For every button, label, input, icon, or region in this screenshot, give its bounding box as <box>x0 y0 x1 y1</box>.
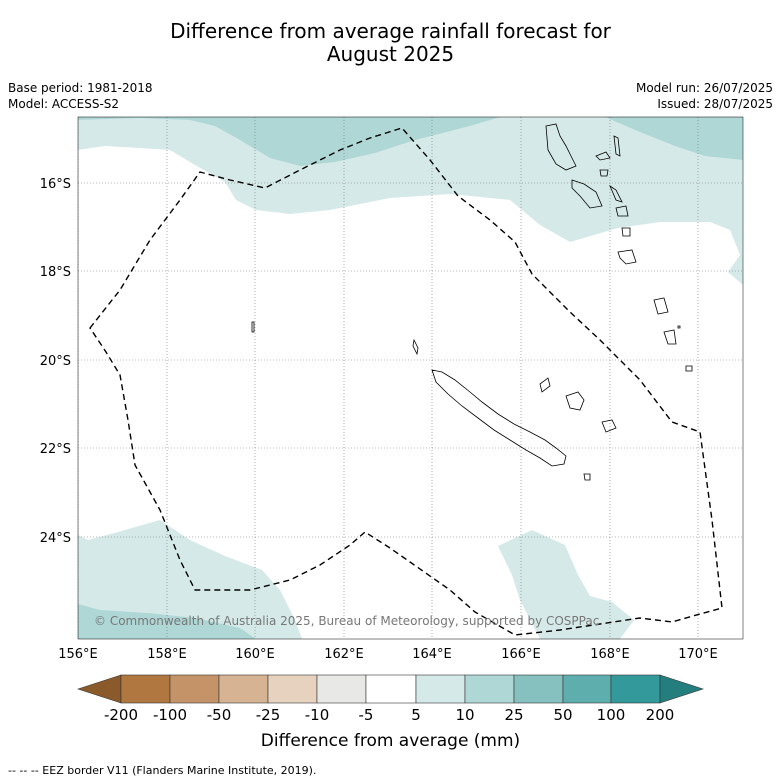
colorbar-swatch-5 <box>316 674 367 704</box>
ambae-island <box>595 151 611 161</box>
colorbar-swatch-9 <box>513 674 564 704</box>
title-line-2: August 2025 <box>326 42 455 66</box>
colorbar-label: 200 <box>645 706 675 724</box>
colorbar-swatch-11 <box>610 674 661 704</box>
colorbar-label: -5 <box>358 706 374 724</box>
lon-label-156e: 156°E <box>58 647 98 662</box>
base-period: Base period: 1981-2018 <box>8 81 153 95</box>
malekula-island <box>571 179 603 209</box>
lon-label-168e: 168°E <box>590 647 630 662</box>
colorbar-swatch-low-extend <box>77 674 122 704</box>
lat-label-18s: 18°S <box>40 265 71 280</box>
belep-island <box>412 338 419 356</box>
colorbar-title: Difference from average (mm) <box>260 731 521 751</box>
isle-of-pines <box>583 473 591 481</box>
colorbar-label: 25 <box>504 706 524 724</box>
new-caledonia-island <box>431 369 567 467</box>
colorbar-swatch-2 <box>169 674 220 704</box>
anomaly-region-north <box>78 117 743 285</box>
anomaly-region-south <box>498 530 634 639</box>
colorbar <box>77 674 704 704</box>
colorbar-label: -25 <box>255 706 281 724</box>
pentecost-island <box>609 184 623 203</box>
colorbar-swatch-3 <box>218 674 269 704</box>
issued-date: Issued: 28/07/2025 <box>657 97 773 111</box>
lifou-island <box>565 391 585 411</box>
model-run: Model run: 26/07/2025 <box>635 81 773 95</box>
lon-label-158e: 158°E <box>147 647 187 662</box>
small-island-2 <box>663 329 677 345</box>
map-frame <box>77 116 744 640</box>
colorbar-swatch-8 <box>464 674 515 704</box>
small-island-4 <box>677 325 681 329</box>
colorbar-label: 10 <box>455 706 475 724</box>
colorbar-swatch-4 <box>267 674 318 704</box>
colorbar-label: -200 <box>103 706 139 724</box>
colorbar-swatch-1 <box>120 674 171 704</box>
colorbar-swatch-10 <box>562 674 612 704</box>
efate-island <box>615 205 629 217</box>
anomaly-region-northeast-strong <box>605 117 743 160</box>
colorbar-swatch-6 <box>365 674 417 704</box>
lon-label-166e: 166°E <box>501 647 541 662</box>
erromango-island <box>621 227 631 237</box>
lat-label-24s: 24°S <box>40 531 71 546</box>
lon-label-164e: 164°E <box>412 647 452 662</box>
colorbar-label: 100 <box>596 706 626 724</box>
chesterfield-reef <box>251 321 255 333</box>
anomaly-region-southwest <box>78 520 302 639</box>
lon-label-170e: 170°E <box>678 647 718 662</box>
colorbar-swatch-high-extend <box>659 674 704 704</box>
anomaly-region-north-strong <box>78 117 500 166</box>
lat-label-16s: 16°S <box>40 177 71 192</box>
colorbar-label: -100 <box>152 706 188 724</box>
mare-island <box>601 419 617 433</box>
maewo-island <box>613 135 621 157</box>
colorbar-label: -10 <box>304 706 330 724</box>
coastlines <box>251 123 693 481</box>
espiritu-santo-island <box>545 123 577 171</box>
lat-label-20s: 20°S <box>40 354 71 369</box>
lat-label-22s: 22°S <box>40 442 71 457</box>
colorbar-label: 50 <box>553 706 573 724</box>
colorbar-swatch-7 <box>415 674 466 704</box>
meta-left: Base period: 1981-2018 Model: ACCESS-S2 <box>8 80 153 112</box>
model-name: Model: ACCESS-S2 <box>8 97 120 111</box>
map-area <box>78 117 743 639</box>
copyright-notice: © Commonwealth of Australia 2025, Bureau… <box>94 614 600 628</box>
chart-title: Difference from average rainfall forecas… <box>0 20 781 66</box>
title-line-1: Difference from average rainfall forecas… <box>170 19 611 43</box>
colorbar-label: 5 <box>411 706 421 724</box>
vanua-lava-island <box>599 169 609 177</box>
lon-label-160e: 160°E <box>235 647 275 662</box>
gridlines <box>78 117 743 639</box>
ouvea-island <box>539 377 551 393</box>
eez-footnote: -- -- -- EEZ border V11 (Flanders Marine… <box>8 764 317 777</box>
lon-label-162e: 162°E <box>324 647 364 662</box>
tanna-island <box>617 249 637 265</box>
colorbar-label: -50 <box>206 706 232 724</box>
small-island-3 <box>685 365 693 372</box>
meta-right: Model run: 26/07/2025 Issued: 28/07/2025 <box>636 80 773 112</box>
small-island-1 <box>653 297 669 315</box>
